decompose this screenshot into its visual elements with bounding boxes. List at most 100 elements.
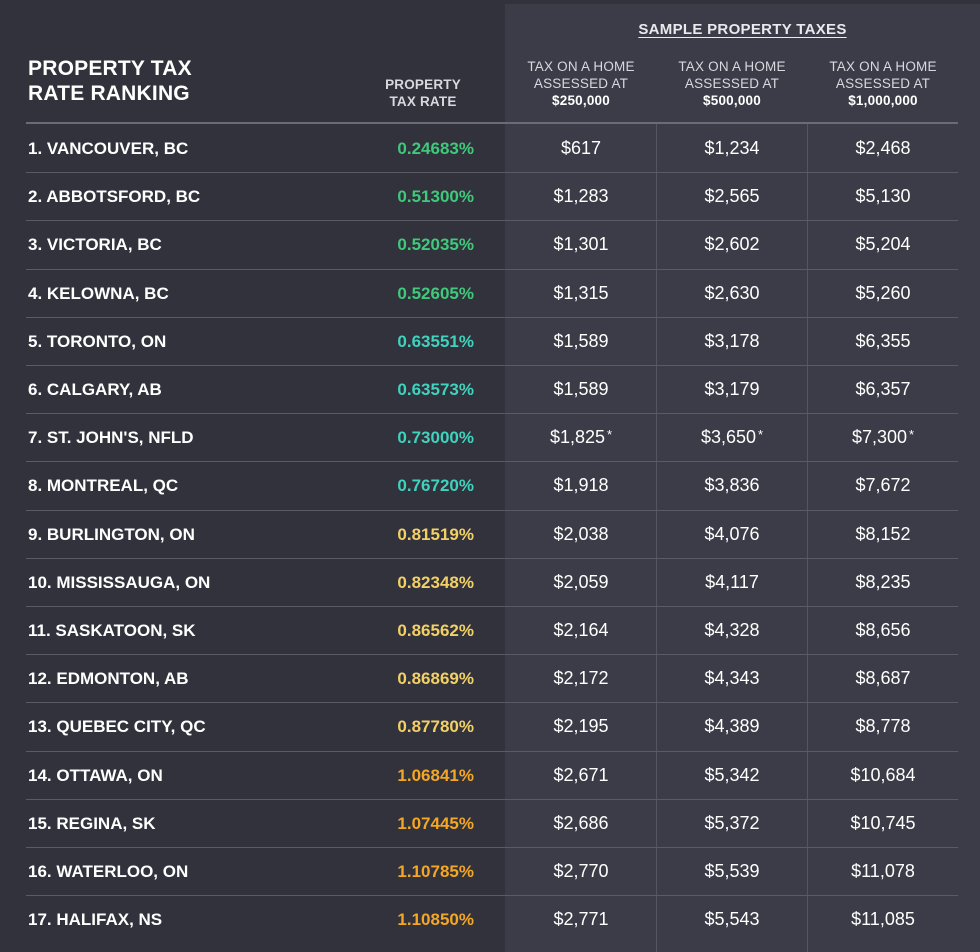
tax-rate-value: 0.63551% [397,331,474,351]
title-line: RATE RANKING [28,82,190,105]
tax-500k-value-text: $4,343 [704,668,760,689]
tax-500k-value: $3,836 [657,475,807,496]
tax-500k-value-text: $3,650 [700,427,756,448]
asterisk-marker: * [758,427,764,443]
table-row: 12. EDMONTON, AB 0.86869% $2,172 $4,343 $8,6… [0,654,980,702]
city-name: 1. VANCOUVER, BC [28,139,189,158]
tax-500k-value: $4,343 [657,668,807,689]
sample-taxes-title: SAMPLE PROPERTY TAXES [505,21,980,38]
tax-rate-value: 1.10850% [397,910,474,930]
tax-rate-value: 1.07445% [397,813,474,833]
tax-1m-value: $8,687 [808,668,958,689]
tax-500k-value-text: $2,602 [704,234,760,255]
tax-250k-value: $1,301 [506,234,656,255]
table-row: 16. WATERLOO, ON 1.10785% $2,770 $5,539 $11,… [0,847,980,895]
tax-500k-value: $5,342 [657,765,807,786]
header-amount: $500,000 [703,93,761,108]
tax-250k-value-text: $2,771 [553,909,609,930]
table-row: 8. MONTREAL, QC 0.76720% $1,918 $3,836 $7,67… [0,461,980,509]
tax-500k-value-text: $3,836 [704,475,760,496]
tax-500k-value-text: $5,342 [704,764,760,785]
sample-taxes-panel [505,4,980,952]
tax-250k-value: $1,589 [506,379,656,400]
tax-1m-value-text: $10,745 [850,812,916,833]
tax-250k-value-text: $2,038 [553,523,609,544]
tax-1m-value: $6,355 [808,331,958,352]
asterisk-marker: * [607,427,613,443]
header-line: TAX ON A HOME [678,59,786,74]
tax-1m-value-text: $8,656 [855,620,911,640]
header-line: ASSESSED AT [533,76,629,91]
tax-1m-value-text: $8,687 [855,668,911,689]
tax-500k-value: $4,117 [657,572,807,593]
table-row: 5. TORONTO, ON 0.63551% $1,589 $3,178 $6,355 [0,317,980,365]
tax-500k-value: $2,630 [657,283,807,304]
tax-500k-column-header: TAX ON A HOME ASSESSED AT $500,000 [657,58,807,109]
tax-1m-value: $5,260 [808,283,958,304]
tax-1m-value-text: $7,672 [855,475,911,496]
tax-rate-value: 0.86562% [397,621,474,640]
tax-250k-column-header: TAX ON A HOME ASSESSED AT $250,000 [506,58,656,109]
row-divider [26,509,958,511]
tax-250k-value-text: $1,283 [553,186,609,207]
tax-rate-value: 0.52605% [397,283,474,303]
header-line: TAX ON A HOME [527,59,635,74]
tax-1m-value-text: $11,078 [851,861,915,881]
tax-1m-value-text: $11,085 [851,909,915,930]
header-line: PROPERTY [385,77,461,92]
tax-1m-value: $11,085 [808,909,958,930]
tax-rate-value: 0.87780% [397,717,474,737]
page-title: PROPERTY TAX RATE RANKING [28,56,192,106]
column-divider [807,124,808,952]
tax-500k-value-text: $5,372 [704,812,760,833]
header-divider [26,122,958,124]
tax-250k-value-text: $1,589 [553,379,609,399]
header-line: TAX RATE [389,94,457,109]
tax-rate-value: 0.86869% [397,669,474,689]
city-name: 9. BURLINGTON, ON [28,524,195,544]
tax-1m-value-text: $8,778 [855,716,911,737]
tax-1m-value-text: $5,130 [855,186,911,207]
tax-250k-value: $2,771 [506,909,656,930]
row-divider [26,895,958,897]
tax-1m-column-header: TAX ON A HOME ASSESSED AT $1,000,000 [808,58,958,109]
tax-1m-value-text: $5,204 [855,234,911,255]
header-line: ASSESSED AT [835,76,931,91]
tax-500k-value: $4,328 [657,620,807,641]
tax-rate-value: 1.06841% [397,765,474,785]
tax-250k-value-text: $2,686 [553,812,609,833]
tax-250k-value-text: $2,172 [553,668,609,689]
tax-500k-value-text: $3,179 [704,379,760,399]
tax-250k-value-text: $2,770 [553,861,609,881]
row-divider [26,268,958,270]
tax-1m-value: $8,656 [808,620,958,641]
tax-1m-value: $6,357 [808,379,958,400]
tax-rate-value: 1.10785% [397,862,474,881]
table-row: 11. SASKATOON, SK 0.86562% $2,164 $4,328 $8,… [0,606,980,654]
tax-250k-value: $2,164 [506,620,656,641]
tax-250k-value: $1,315 [506,283,656,304]
tax-rate-value: 0.24683% [397,139,474,158]
row-divider [26,654,958,656]
tax-500k-value-text: $3,178 [704,330,760,351]
row-divider [26,461,958,463]
city-name: 8. MONTREAL, QC [28,476,179,496]
asterisk-marker: * [909,427,915,443]
tax-500k-value-text: $2,630 [704,282,760,303]
tax-1m-value-text: $7,300 [851,427,907,448]
tax-rate-value: 0.73000% [397,428,474,448]
tax-250k-value: $2,770 [506,861,656,882]
city-name: 10. MISSISSAUGA, ON [28,572,211,592]
tax-1m-value: $7,300 * [808,427,958,448]
tax-1m-value-text: $2,468 [855,138,911,158]
city-name: 2. ABBOTSFORD, BC [28,187,201,207]
row-divider [26,557,958,559]
tax-rate-value: 0.52035% [397,235,474,255]
tax-250k-value: $1,918 [506,475,656,496]
row-divider [26,316,958,318]
row-divider [26,172,958,174]
table-row: 7. ST. JOHN'S, NFLD 0.73000% $1,825 * $3,650… [0,413,980,461]
tax-1m-value: $2,468 [808,138,958,159]
tax-1m-value-text: $8,235 [855,571,911,592]
header-amount: $1,000,000 [848,93,918,108]
